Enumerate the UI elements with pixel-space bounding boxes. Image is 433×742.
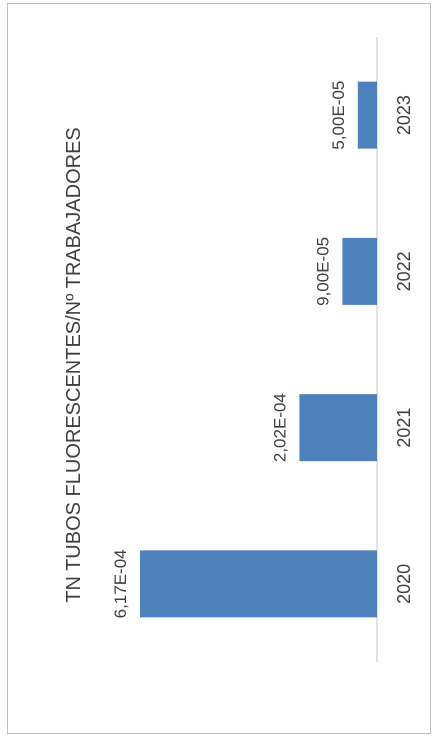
bar-2022: [342, 237, 377, 305]
chart-title: TN TUBOS FLUORESCENTES/Nº TRABAJADORES: [63, 127, 85, 603]
bar-2020: [140, 550, 377, 618]
tick-label-2022: 2022: [394, 251, 414, 291]
tick-label-2021: 2021: [394, 408, 414, 448]
bar-2023: [357, 81, 377, 149]
data-label-2022: 9,00E-05: [313, 237, 332, 306]
tick-label-2023: 2023: [394, 95, 414, 135]
data-label-2021: 2,02E-04: [270, 393, 289, 462]
bar-2021: [299, 394, 377, 462]
data-label-2020: 6,17E-04: [111, 549, 130, 618]
data-label-2023: 5,00E-05: [329, 81, 348, 150]
tick-label-2020: 2020: [394, 564, 414, 604]
